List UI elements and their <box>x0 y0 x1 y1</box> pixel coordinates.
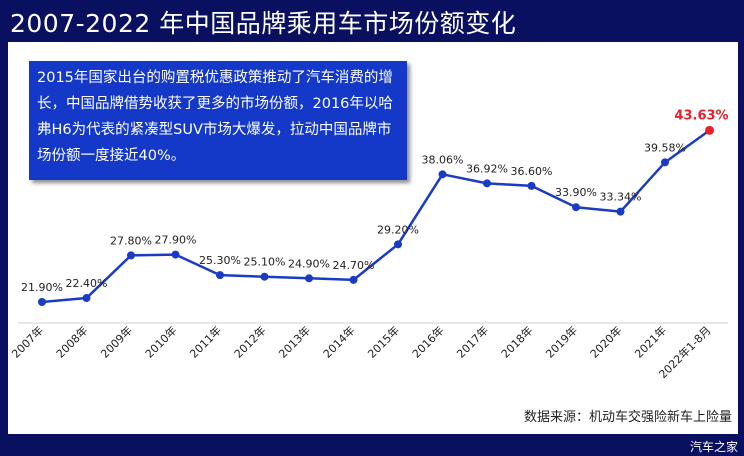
data-point <box>438 170 447 179</box>
data-point <box>527 181 536 190</box>
data-label: 24.70% <box>333 259 375 272</box>
data-label: 21.90% <box>21 281 63 294</box>
data-point <box>483 179 491 188</box>
data-label: 24.90% <box>288 257 330 270</box>
data-label: 25.30% <box>199 254 241 267</box>
data-label: 29.20% <box>377 223 419 236</box>
data-source: 数据来源：机动车交强险新车上险量 <box>523 410 732 425</box>
x-tick-label: 2012年 <box>231 323 268 360</box>
data-point <box>171 250 180 259</box>
data-label: 33.90% <box>555 186 597 199</box>
data-point <box>616 207 625 216</box>
x-tick-label: 2014年 <box>320 323 357 360</box>
data-label: 38.06% <box>422 153 464 166</box>
data-label: 36.60% <box>511 165 553 178</box>
data-label: 43.63% <box>674 108 728 123</box>
x-tick-label: 2018年 <box>498 323 535 360</box>
annotation-note: 2015年国家出台的购置税优惠政策推动了汽车消费的增长，中国品牌借势收获了更多的… <box>29 61 407 180</box>
x-tick-label: 2010年 <box>142 323 179 360</box>
series-line <box>41 129 711 304</box>
x-tick-label: 2017年 <box>454 323 491 360</box>
x-tick-label: 2019年 <box>543 323 580 360</box>
data-point <box>349 275 358 284</box>
data-point <box>216 271 224 280</box>
data-point <box>305 274 313 283</box>
watermark: 汽车之家 <box>689 440 738 454</box>
data-label: 27.90% <box>155 234 197 247</box>
data-label: 25.10% <box>244 256 286 269</box>
data-label: 33.34% <box>600 191 642 204</box>
data-point <box>705 125 714 135</box>
chart-title: 2007-2022 年中国品牌乘用车市场份额变化 <box>10 9 517 38</box>
data-point <box>260 272 269 281</box>
x-tick-label: 2021年 <box>632 323 669 360</box>
data-point <box>661 158 669 167</box>
data-point <box>572 203 580 212</box>
x-tick-label: 2013年 <box>276 323 313 360</box>
data-label: 27.80% <box>110 234 152 247</box>
data-point <box>127 251 135 260</box>
x-tick-label: 2011年 <box>187 323 224 360</box>
x-tick-label: 2020年 <box>587 323 624 360</box>
data-label: 36.92% <box>466 162 508 175</box>
x-tick-label: 2015年 <box>365 323 402 360</box>
x-tick-label: 2009年 <box>98 323 135 360</box>
data-label: 39.58% <box>644 141 686 154</box>
x-tick-label: 2016年 <box>409 323 446 360</box>
data-point <box>82 294 91 303</box>
data-point <box>38 298 46 306</box>
x-tick-label: 2007年 <box>9 323 46 360</box>
x-tick-label: 2008年 <box>53 323 90 360</box>
data-label: 22.40% <box>66 277 108 290</box>
data-point <box>394 240 402 249</box>
